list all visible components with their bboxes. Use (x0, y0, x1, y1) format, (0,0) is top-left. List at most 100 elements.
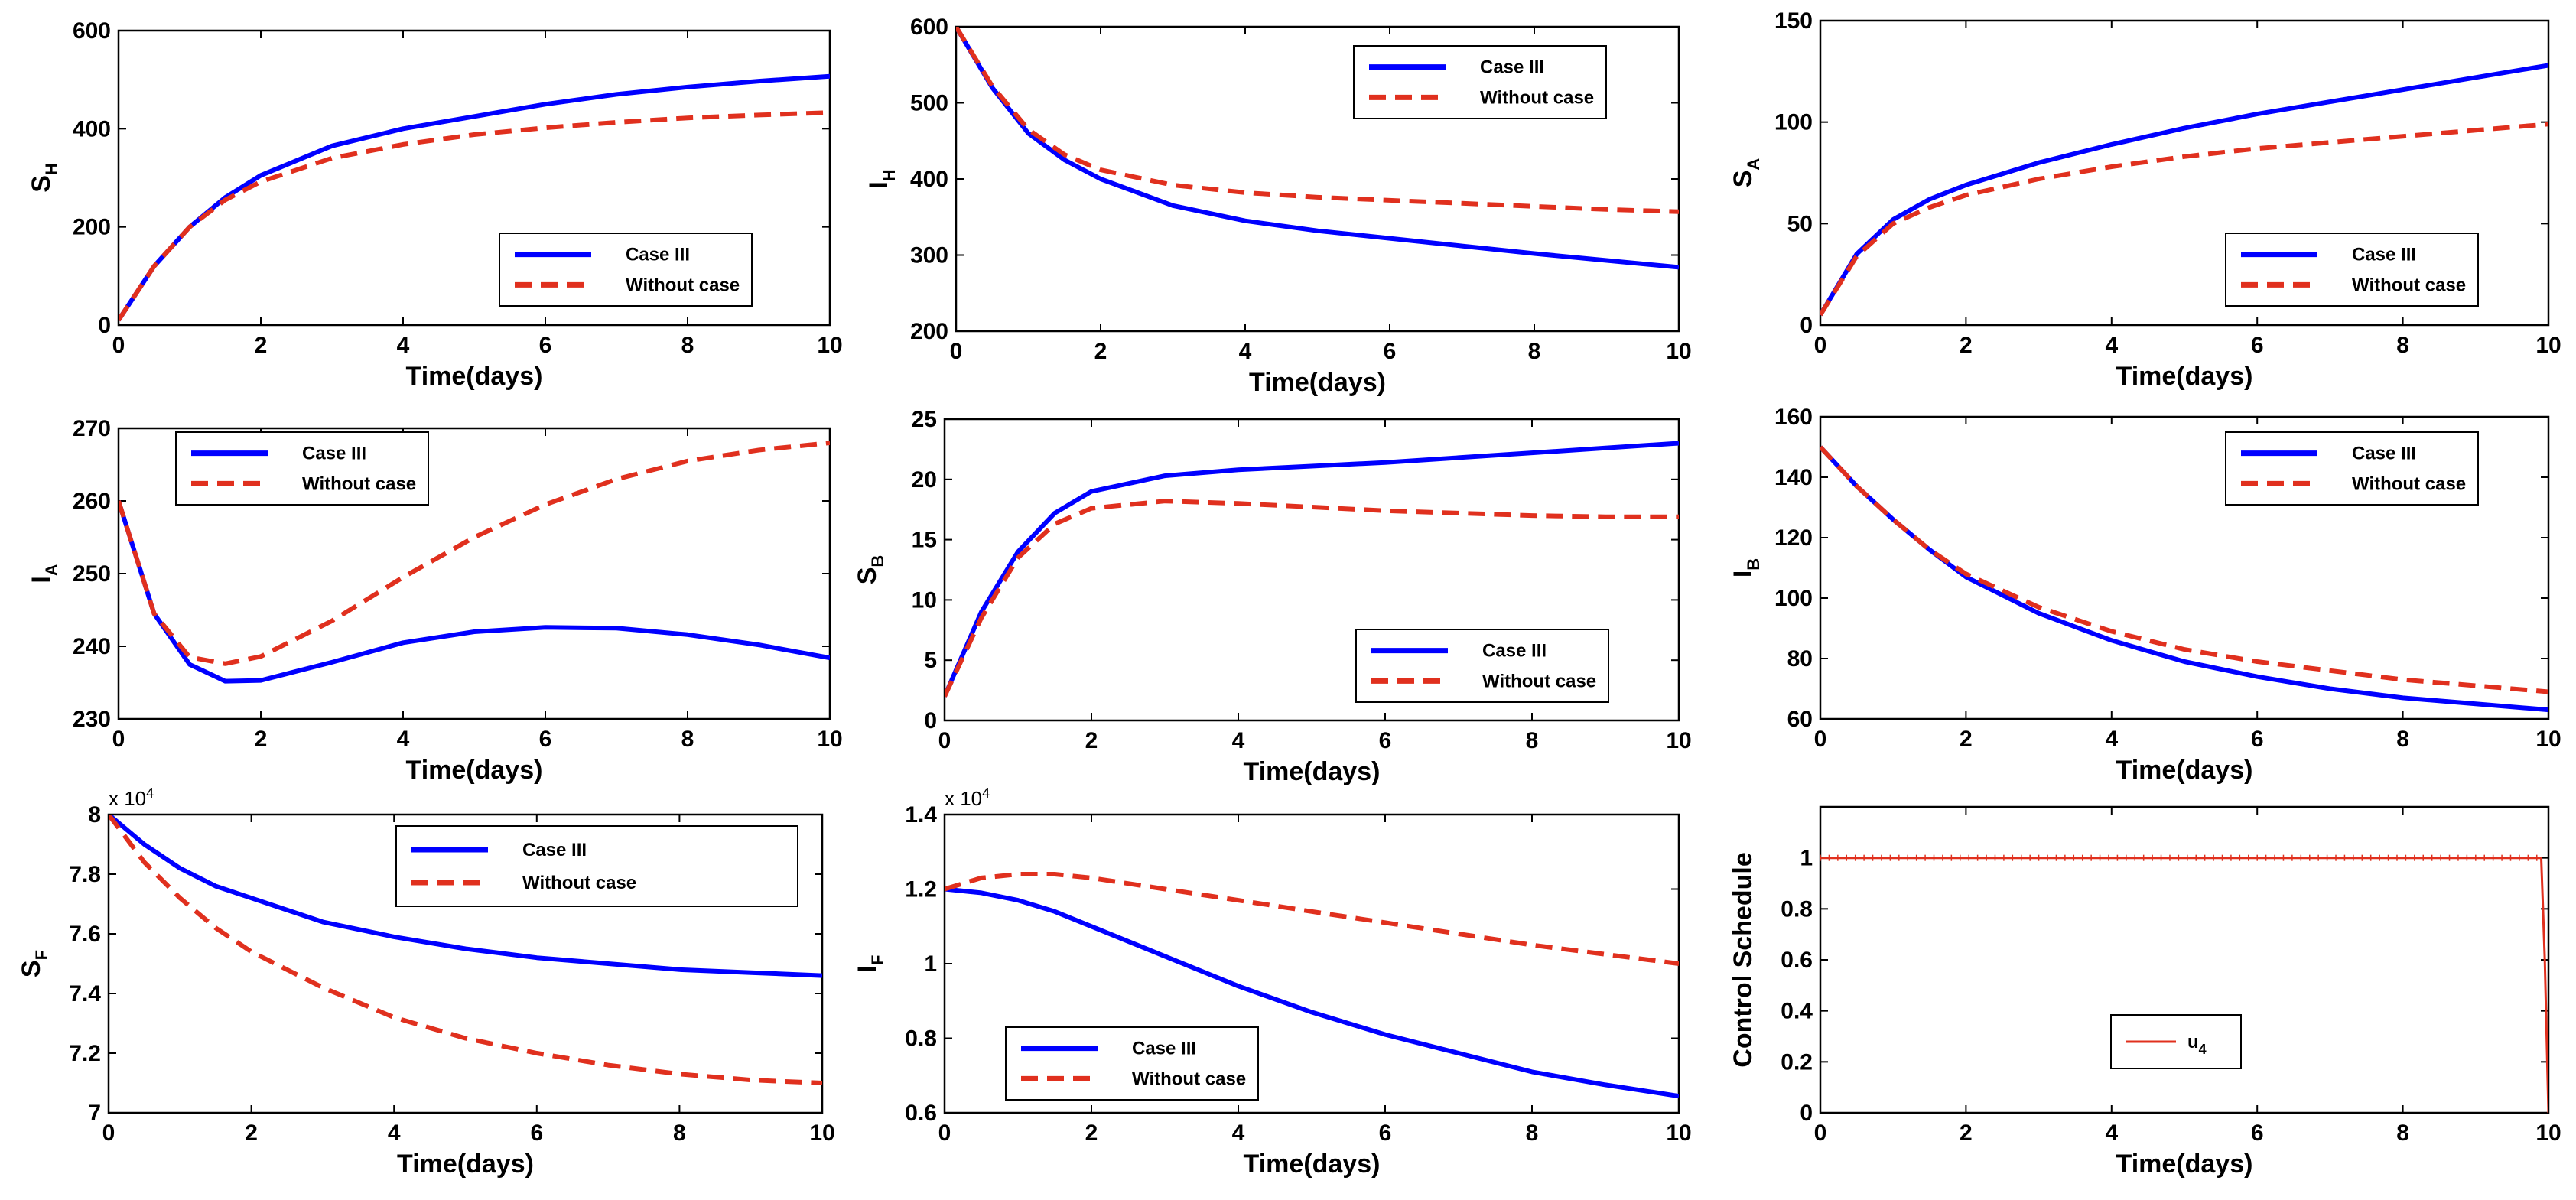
y-tick-label: 150 (1774, 8, 1813, 34)
x-tick-label: 4 (2105, 1120, 2118, 1146)
x-tick-label: 10 (817, 333, 842, 358)
y-tick-label: 1.4 (905, 802, 937, 828)
x-tick-label: 8 (1526, 728, 1539, 753)
legend: u4 (2110, 1014, 2242, 1069)
y-tick-label: 0.4 (1781, 999, 1813, 1024)
y-tick-label: 400 (910, 167, 948, 192)
axis-multiplier: x 104 (945, 785, 990, 810)
x-tick-label: 6 (530, 1120, 543, 1146)
y-axis-label-subscript: B (1744, 558, 1763, 571)
x-tick-label: 10 (2535, 1120, 2561, 1146)
series-group (945, 441, 1679, 698)
axes-frame (1819, 19, 2550, 327)
legend-box (395, 825, 798, 907)
y-tick-label: 120 (1774, 525, 1813, 551)
series-group (945, 872, 1679, 1099)
legend-label-2: Without case (626, 275, 740, 295)
y-tick-label: 1 (1800, 846, 1813, 871)
y-tick-label: 600 (73, 18, 111, 44)
legend-label-1: Case III (1480, 57, 1544, 78)
y-tick-label: 15 (912, 528, 937, 553)
x-tick-label: 4 (1232, 1120, 1245, 1146)
y-tick-label: 0.8 (905, 1026, 937, 1052)
x-tick-label: 2 (1085, 728, 1098, 753)
legend-box (2225, 431, 2479, 506)
x-axis-label: Time(days) (1244, 1150, 1381, 1179)
series-line-1 (956, 27, 1679, 270)
y-axis-label-subscript: H (42, 163, 61, 175)
y-axis-label-subscript: A (1744, 158, 1763, 171)
y-tick-label: 20 (912, 467, 937, 493)
x-tick-label: 6 (539, 727, 552, 752)
legend-box (1355, 629, 1609, 703)
y-axis-label-subscript: F (32, 950, 51, 960)
chart-7: 0 2 4 6 8 10 7 7.2 7.4 7.6 7.8 8 Time(days) SF x 104 Ca… (17, 785, 835, 1179)
legend-label-2: Without case (1132, 1068, 1246, 1089)
y-tick-label: 0 (1800, 313, 1813, 338)
series-group (956, 27, 1679, 270)
x-tick-label: 10 (2535, 727, 2561, 752)
legend-label-1: Case III (2352, 245, 2416, 265)
y-tick-label: 300 (910, 243, 948, 268)
x-tick-label: 6 (2251, 333, 2264, 358)
y-tick-label: 0 (1800, 1101, 1813, 1126)
x-tick-label: 2 (1960, 727, 1973, 752)
x-tick-label: 6 (1379, 728, 1392, 753)
chart-5: 0 2 4 6 8 10 0 5 10 15 20 25 Time(days) SB Case III Wit… (853, 407, 1692, 786)
legend-label-2: Without case (1480, 87, 1594, 108)
y-tick-label: 10 (912, 587, 937, 613)
x-tick-label: 0 (112, 727, 125, 752)
series-group (1820, 445, 2548, 713)
legend-box (2225, 233, 2479, 307)
y-axis-label: IA (27, 564, 61, 583)
y-axis-label: IB (1729, 558, 1763, 577)
chart-6: 0 2 4 6 8 10 60 80 100 120 140 160 Time(days) IB Case … (1729, 405, 2561, 785)
y-tick-label: 1 (924, 951, 937, 977)
y-tick-label: 240 (73, 634, 111, 659)
x-tick-label: 2 (245, 1120, 258, 1146)
y-axis-label-subscript: B (868, 555, 887, 567)
y-tick-label: 0.2 (1781, 1049, 1813, 1075)
legend-label-2: Without case (1482, 671, 1596, 691)
axes-frame (943, 418, 1680, 722)
legend: Case III Without case (395, 825, 798, 907)
series-group (1820, 854, 2548, 1113)
x-axis-label: Time(days) (2116, 756, 2253, 785)
y-tick-label: 0.8 (1781, 896, 1813, 922)
series-group (1820, 63, 2548, 317)
y-tick-label: 100 (1774, 110, 1813, 135)
x-tick-label: 10 (2535, 333, 2561, 358)
axes-frame (1819, 415, 2550, 720)
x-tick-label: 0 (1814, 727, 1827, 752)
x-axis-label: Time(days) (2116, 1150, 2253, 1179)
series-line-2 (1820, 445, 2548, 694)
x-tick-label: 10 (1666, 728, 1691, 753)
chart-8: 0 2 4 6 8 10 0.6 0.8 1 1.2 1.4 Time(days) IF x 104 Cas… (853, 785, 1692, 1179)
x-tick-label: 2 (255, 727, 268, 752)
x-tick-label: 4 (397, 333, 410, 358)
y-tick-label: 0.6 (905, 1101, 937, 1126)
x-tick-label: 4 (1232, 728, 1245, 753)
series-line-2 (945, 499, 1679, 698)
series-line-2 (1820, 122, 2548, 317)
x-tick-label: 0 (950, 339, 963, 364)
axes-frame (107, 813, 824, 1114)
x-tick-label: 4 (388, 1120, 401, 1146)
x-tick-label: 6 (1384, 339, 1397, 364)
chart-1: 0 2 4 6 8 10 0 200 400 600 Time(days) SH Case III Wit… (27, 18, 843, 391)
y-tick-label: 50 (1787, 211, 1813, 236)
series-line-1 (945, 441, 1679, 698)
chart-9: 0 2 4 6 8 10 0 0.2 0.4 0.6 0.8 1 Time(days) Control S… (1729, 805, 2561, 1179)
series-line-2 (945, 872, 1679, 966)
x-tick-label: 2 (1085, 1120, 1098, 1146)
x-tick-label: 0 (102, 1120, 115, 1146)
y-axis-label: SA (1729, 158, 1763, 188)
y-axis-label-subscript: H (880, 169, 899, 181)
y-tick-label: 7 (88, 1101, 101, 1126)
y-axis-label: SB (853, 555, 887, 585)
x-tick-label: 8 (2396, 727, 2409, 752)
x-tick-label: 10 (817, 727, 842, 752)
series-line-2 (119, 110, 830, 322)
series-line-2 (109, 815, 822, 1085)
